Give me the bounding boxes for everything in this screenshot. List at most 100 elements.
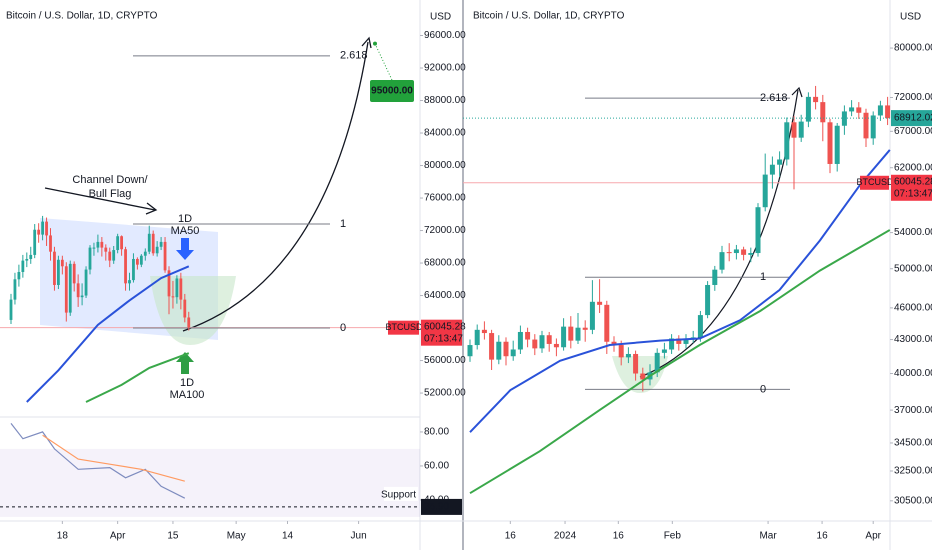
y-tick-label: 72000.00 — [894, 92, 932, 103]
candle-body — [568, 326, 574, 341]
annotation: Bull Flag — [89, 188, 132, 200]
candle-body — [481, 329, 487, 334]
target-label: 95000.00 — [371, 86, 413, 97]
moving-average — [469, 149, 891, 433]
x-tick-label: May — [227, 531, 246, 542]
candle-body — [159, 241, 163, 247]
support-box — [421, 498, 462, 515]
fib-label: 1 — [760, 271, 766, 283]
candle-body — [669, 338, 675, 350]
candle-body — [741, 249, 747, 255]
symbol-box — [388, 320, 419, 335]
arrow-head — [791, 86, 803, 98]
x-tick-label: 16 — [817, 531, 829, 542]
y-tick-label: 72000.00 — [424, 225, 466, 236]
currency: USD — [430, 12, 451, 23]
candle-body — [57, 259, 60, 285]
candle-body — [64, 266, 68, 313]
candle-body — [532, 339, 538, 349]
candle-body — [863, 112, 869, 139]
candle-body — [870, 115, 876, 139]
y-tick-label: 56000.00 — [424, 355, 466, 366]
y-tick-label: 34500.00 — [894, 438, 932, 449]
y-tick-label: 96000.00 — [424, 30, 466, 41]
price-label: 60045.28 — [894, 176, 932, 187]
candle-body — [80, 295, 84, 298]
candle-body — [9, 299, 13, 320]
symbol-label: BTCUSD — [385, 322, 423, 332]
candle-body — [805, 96, 811, 122]
candle-body — [510, 349, 516, 357]
candle-body — [25, 258, 29, 261]
candle-body — [633, 353, 639, 374]
y-tick-label: 62000.00 — [894, 162, 932, 173]
symbol-label: BTCUSD — [856, 177, 894, 187]
x-tick-label: Jun — [351, 531, 367, 542]
candle-body — [116, 236, 120, 251]
arrow-head — [145, 202, 158, 215]
price-box — [421, 319, 462, 346]
candle-body — [147, 233, 151, 252]
moving-average — [26, 265, 190, 403]
annotation: 1D — [180, 377, 194, 389]
projection-curve — [182, 41, 369, 332]
candle-body — [517, 331, 523, 350]
candle-body — [29, 254, 33, 259]
x-tick-label: 15 — [167, 531, 179, 542]
candle-body — [546, 335, 552, 344]
candle-body — [661, 349, 667, 353]
cup-shape — [612, 356, 668, 393]
arrow-head — [361, 36, 372, 49]
candle-body — [467, 345, 473, 357]
x-tick-label: 14 — [282, 531, 294, 542]
price-box — [891, 174, 932, 201]
candle-body — [705, 284, 711, 316]
candle-body — [856, 107, 862, 113]
candle-body — [53, 251, 56, 285]
support-label: Support — [381, 490, 416, 501]
candle-body — [187, 317, 191, 328]
candle-body — [654, 352, 660, 373]
candle-body — [183, 299, 187, 318]
y-tick-label: 54000.00 — [894, 227, 932, 238]
y-tick-label: 64000.00 — [424, 290, 466, 301]
candle-body — [625, 353, 631, 358]
price-box — [891, 110, 932, 127]
candle-body — [525, 331, 531, 340]
candle-body — [100, 241, 104, 248]
candle-body — [777, 159, 783, 165]
x-tick-label: 16 — [505, 531, 517, 542]
y-tick-label: 46000.00 — [894, 303, 932, 314]
x-tick-label: Mar — [759, 531, 777, 542]
candle-body — [597, 301, 603, 305]
candle-body — [604, 304, 610, 342]
candle-body — [163, 241, 167, 271]
price-label: 68912.02 — [894, 113, 932, 124]
candle-body — [712, 269, 718, 285]
candle-body — [120, 236, 123, 250]
candle-body — [496, 341, 502, 360]
candle-body — [112, 250, 116, 261]
candle-body — [45, 221, 48, 236]
candle-body — [72, 263, 76, 284]
fib-label: 0 — [340, 322, 346, 334]
annotation: MA50 — [171, 225, 200, 237]
candle-body — [474, 329, 480, 346]
candle-body — [575, 327, 581, 341]
candle-body — [849, 107, 855, 112]
candle-body — [877, 105, 883, 116]
candle-body — [755, 207, 761, 254]
y-tick-label: 68000.00 — [424, 258, 466, 269]
ma50-arrow — [176, 238, 194, 260]
x-tick-label: 18 — [57, 531, 69, 542]
candle-body — [104, 247, 108, 252]
ma100-arrow — [176, 352, 194, 374]
rsi-band — [0, 448, 420, 517]
candle-body — [88, 247, 92, 270]
candle-body — [37, 229, 41, 235]
candle-body — [719, 252, 725, 270]
candle-body — [769, 164, 775, 175]
candle-body — [618, 345, 624, 358]
candle-body — [143, 251, 147, 256]
